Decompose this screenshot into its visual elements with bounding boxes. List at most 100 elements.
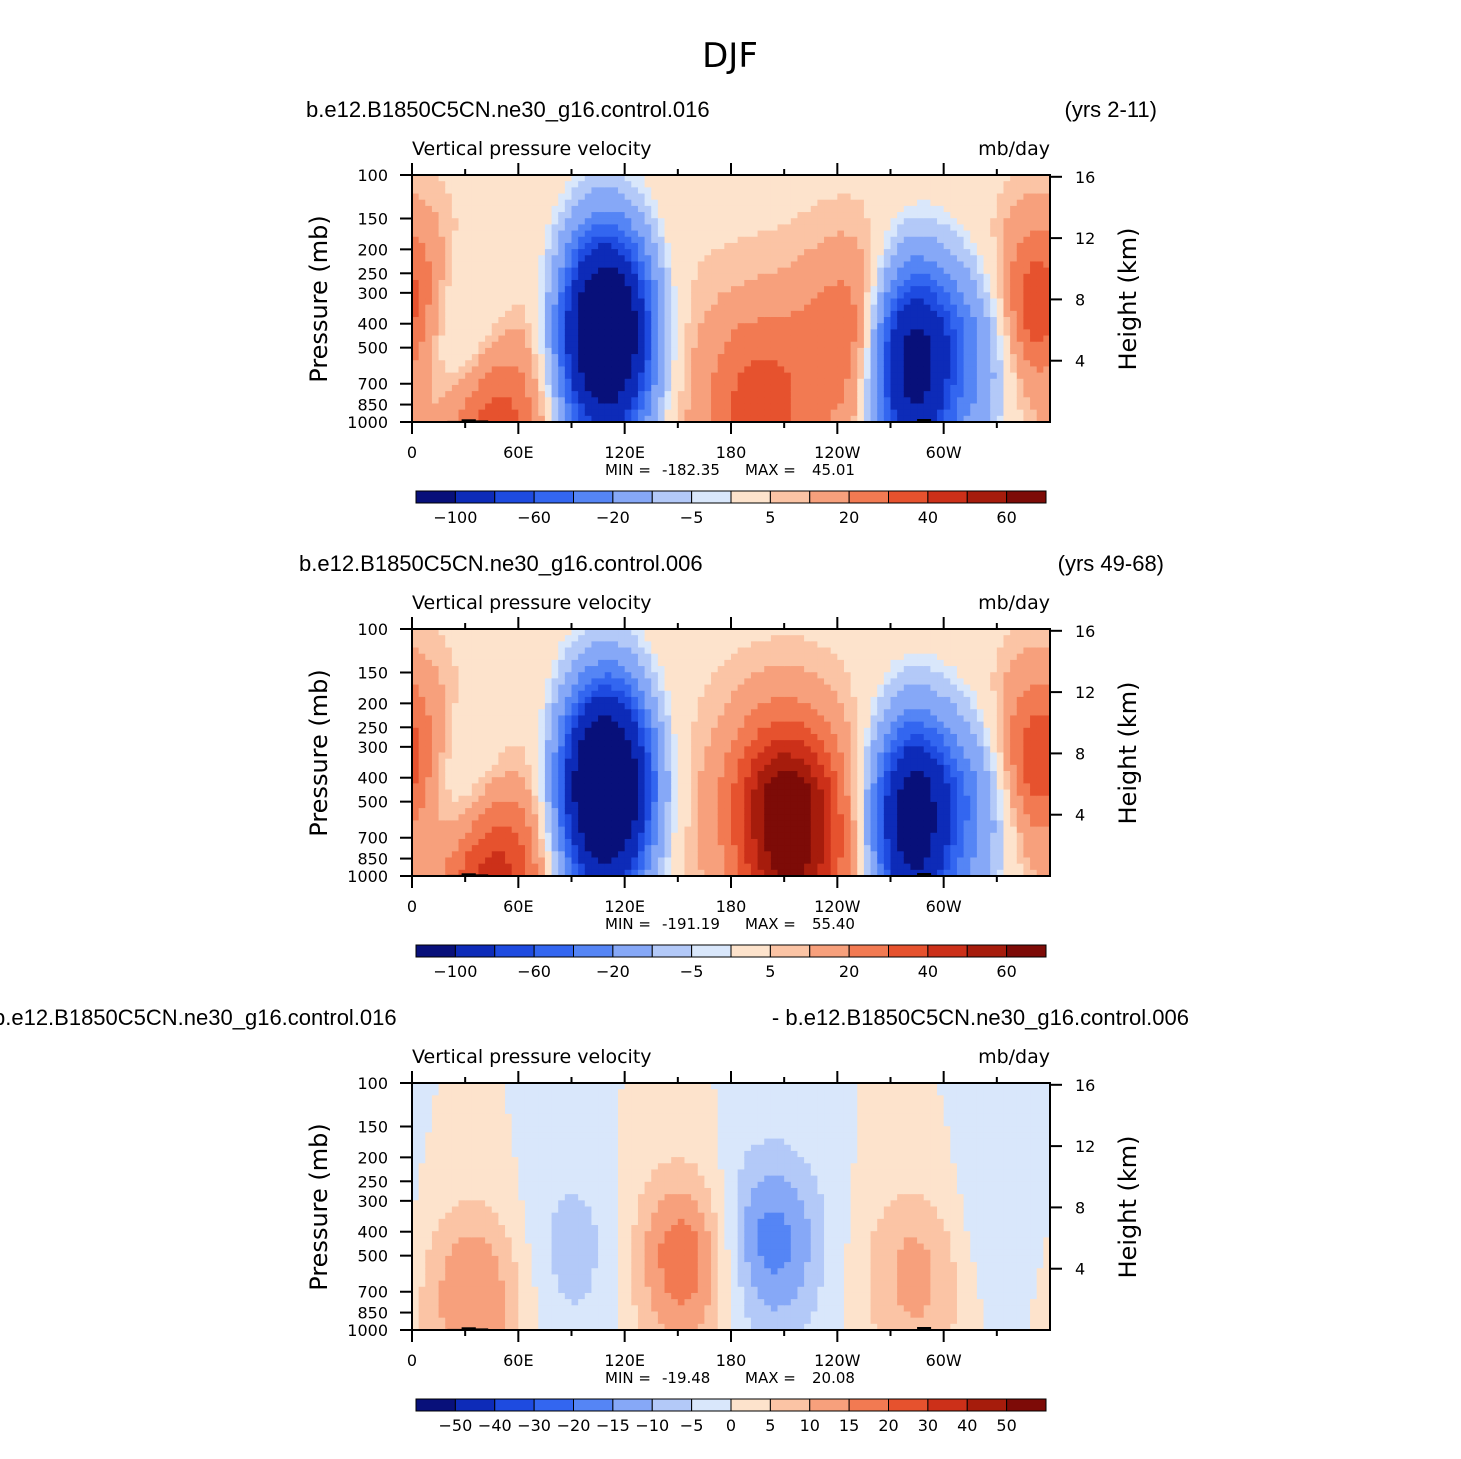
field-cell xyxy=(1003,329,1011,337)
field-cell xyxy=(524,801,533,809)
field-cell xyxy=(863,354,872,361)
field-cell xyxy=(1010,372,1018,380)
field-cell xyxy=(910,347,918,355)
field-cell xyxy=(478,684,486,692)
field-cell xyxy=(425,249,433,256)
field-cell xyxy=(990,230,998,238)
field-cell xyxy=(418,199,426,207)
field-cell xyxy=(604,218,612,225)
field-cell xyxy=(850,304,858,312)
field-cell xyxy=(750,279,759,287)
field-cell xyxy=(717,261,725,269)
field-cell xyxy=(717,236,725,244)
field-cell xyxy=(697,366,706,374)
field-cell xyxy=(511,814,519,822)
field-cell xyxy=(458,354,466,361)
field-cell xyxy=(744,267,752,275)
field-cell xyxy=(465,212,473,219)
field-cell xyxy=(637,261,646,269)
field-cell xyxy=(983,187,991,195)
field-cell xyxy=(558,832,566,840)
field-cell xyxy=(431,391,440,398)
field-cell xyxy=(431,832,440,840)
field-cell xyxy=(511,845,519,852)
field-cell xyxy=(910,193,918,201)
field-cell xyxy=(518,366,526,374)
field-cell xyxy=(498,224,506,232)
field-cell xyxy=(558,789,566,797)
field-cell xyxy=(797,384,805,392)
field-cell xyxy=(817,193,825,201)
field-cell xyxy=(518,181,526,188)
field-cell xyxy=(1003,298,1011,306)
field-cell xyxy=(505,838,513,846)
field-cell xyxy=(418,292,426,300)
field-cell xyxy=(591,347,599,355)
field-cell xyxy=(584,267,593,275)
field-cell xyxy=(877,341,885,349)
field-cell xyxy=(843,403,852,411)
field-cell xyxy=(564,746,573,754)
field-cell xyxy=(418,771,426,778)
field-cell xyxy=(1036,273,1044,281)
field-cell xyxy=(518,678,526,686)
field-cell xyxy=(571,360,579,368)
field-cell xyxy=(485,653,493,661)
field-cell xyxy=(684,304,692,312)
colorbar-label: −60 xyxy=(517,508,551,527)
field-cell xyxy=(511,384,519,392)
field-cell xyxy=(883,354,892,361)
field-cell xyxy=(558,777,566,784)
field-cell xyxy=(624,366,632,374)
field-cell xyxy=(937,175,945,182)
field-cell xyxy=(412,212,420,219)
field-cell xyxy=(598,384,606,392)
field-cell xyxy=(418,298,426,306)
field-cell xyxy=(770,212,779,219)
field-cell xyxy=(784,205,792,213)
field-cell xyxy=(1016,409,1025,417)
field-cell xyxy=(750,181,759,188)
field-cell xyxy=(890,403,898,411)
field-cell xyxy=(817,267,825,275)
field-cell xyxy=(651,378,659,386)
field-cell xyxy=(731,403,739,411)
field-cell xyxy=(897,372,905,380)
field-cell xyxy=(412,384,420,392)
field-cell xyxy=(458,267,466,275)
field-cell xyxy=(990,323,998,330)
field-cell xyxy=(930,415,938,423)
field-cell xyxy=(817,366,825,374)
field-cell xyxy=(418,249,426,256)
field-cell xyxy=(485,795,493,803)
field-cell xyxy=(531,267,539,275)
field-cell xyxy=(485,304,493,312)
field-cell xyxy=(671,415,679,423)
field-cell xyxy=(877,279,885,287)
colorbar-swatch xyxy=(1006,490,1047,504)
field-cell xyxy=(764,193,772,201)
field-cell xyxy=(412,869,420,877)
field-cell xyxy=(857,409,865,417)
field-cell xyxy=(850,218,858,225)
field-cell xyxy=(976,397,985,405)
field-cell xyxy=(465,273,473,281)
field-cell xyxy=(571,329,579,337)
field-cell xyxy=(458,690,466,698)
field-cell xyxy=(797,317,805,324)
field-cell xyxy=(677,409,686,417)
field-cell xyxy=(637,199,646,207)
field-cell xyxy=(584,354,593,361)
field-cell xyxy=(491,641,499,649)
field-cell xyxy=(970,360,978,368)
field-cell xyxy=(737,292,745,300)
field-cell xyxy=(571,801,579,809)
field-cell xyxy=(810,341,818,349)
field-cell xyxy=(571,758,579,766)
field-cell xyxy=(465,236,473,244)
field-cell xyxy=(963,397,971,405)
field-cell xyxy=(1023,249,1031,256)
field-cell xyxy=(850,298,858,306)
field-cell xyxy=(970,249,978,256)
field-cell xyxy=(431,218,440,225)
